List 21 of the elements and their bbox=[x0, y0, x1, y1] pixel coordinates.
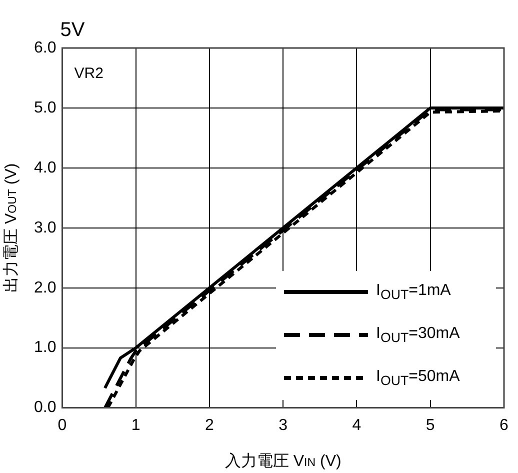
x-tick-label: 5 bbox=[426, 416, 435, 434]
y-axis-title: 出力電圧 VOUT (V) bbox=[2, 163, 20, 292]
x-tick-label: 6 bbox=[500, 416, 509, 434]
x-tick-label: 3 bbox=[278, 416, 288, 434]
chart-title: 5V bbox=[60, 19, 86, 41]
legend-label: I$_{OUT}$=30mA bbox=[376, 325, 460, 346]
x-tick-label: 0 bbox=[58, 416, 67, 434]
legend-label: I$_{OUT}$=1mA bbox=[376, 282, 451, 302]
y-tick-label: 2.0 bbox=[34, 279, 56, 296]
y-tick-label: 1.0 bbox=[34, 339, 56, 356]
x-tick-label: 2 bbox=[205, 416, 214, 434]
x-axis-title: 入力電圧 VIN (V) bbox=[224, 452, 342, 470]
legend-label: I$_{OUT}$=50mA bbox=[376, 368, 460, 388]
y-tick-label: 6.0 bbox=[34, 39, 56, 56]
y-tick-label: 5.0 bbox=[34, 99, 56, 116]
annotation: VR2 bbox=[74, 65, 104, 82]
y-tick-label: 0.0 bbox=[34, 399, 56, 416]
y-tick-label: 3.0 bbox=[34, 219, 56, 236]
y-tick-label: 4.0 bbox=[34, 159, 56, 176]
x-tick-label: 4 bbox=[352, 416, 362, 434]
x-tick-label: 1 bbox=[131, 416, 140, 434]
